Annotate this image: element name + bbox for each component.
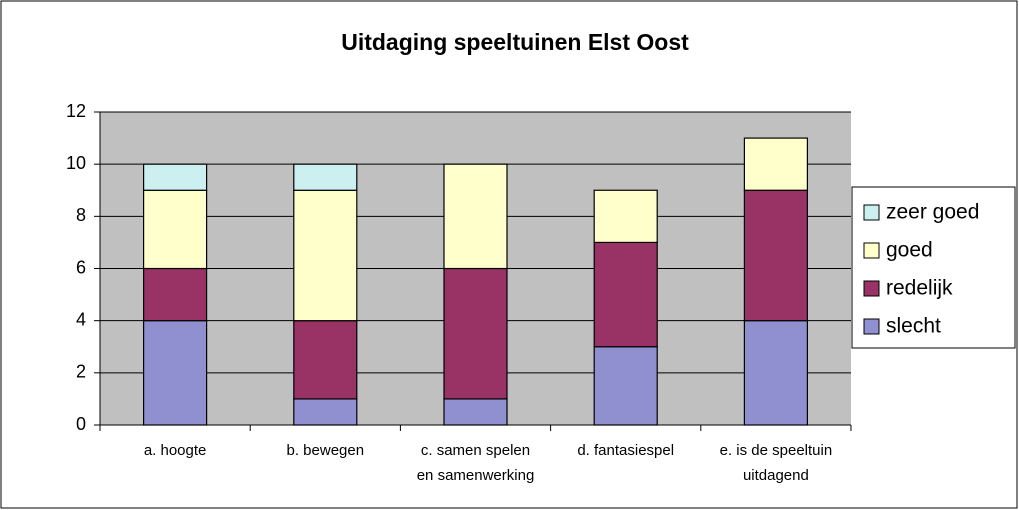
legend-label: zeer goed — [886, 201, 979, 224]
x-tick-label: uitdagend — [743, 467, 809, 484]
bar-segment — [293, 189, 358, 322]
legend-swatch — [863, 204, 880, 221]
y-tick-label: 12 — [66, 101, 86, 121]
bar-segment — [293, 163, 358, 191]
legend-label: slecht — [886, 315, 941, 338]
x-tick-label: a. hoogte — [144, 442, 207, 459]
legend-label: goed — [886, 239, 933, 262]
bar-segment — [293, 320, 358, 400]
chart-title: Uitdaging speeltuinen Elst Oost — [341, 29, 689, 55]
legend-label: redelijk — [886, 277, 953, 300]
bar-segment — [143, 320, 208, 426]
x-tick-label: d. fantasiespel — [577, 442, 674, 459]
y-tick-label: 10 — [66, 153, 86, 173]
bar-segment — [443, 163, 508, 270]
y-tick-label: 6 — [76, 257, 86, 277]
bar-segment — [743, 320, 809, 426]
y-tick-label: 0 — [76, 414, 86, 434]
x-tick-label: en samenwerking — [417, 467, 535, 484]
bar-segment — [443, 398, 508, 426]
bar-segment — [293, 398, 358, 426]
legend-swatch — [863, 318, 880, 335]
y-tick-label: 2 — [76, 362, 86, 382]
bar-segment — [593, 241, 658, 348]
bar-segment — [743, 137, 809, 191]
bar-segment — [143, 189, 208, 270]
legend-swatch — [863, 280, 880, 297]
y-tick-label: 8 — [76, 205, 86, 225]
bar-segment — [143, 267, 208, 322]
y-tick-label: 4 — [76, 309, 86, 329]
bar-segment — [743, 189, 809, 322]
bar-segment — [143, 163, 208, 191]
bar-segment — [593, 189, 658, 244]
x-tick-label: c. samen spelen — [421, 442, 530, 459]
x-tick-label: b. bewegen — [287, 442, 365, 459]
legend-swatch — [863, 242, 880, 259]
x-tick-label: e. is de speeltuin — [720, 442, 833, 459]
bar-segment — [443, 267, 508, 400]
bar-segment — [593, 346, 658, 426]
